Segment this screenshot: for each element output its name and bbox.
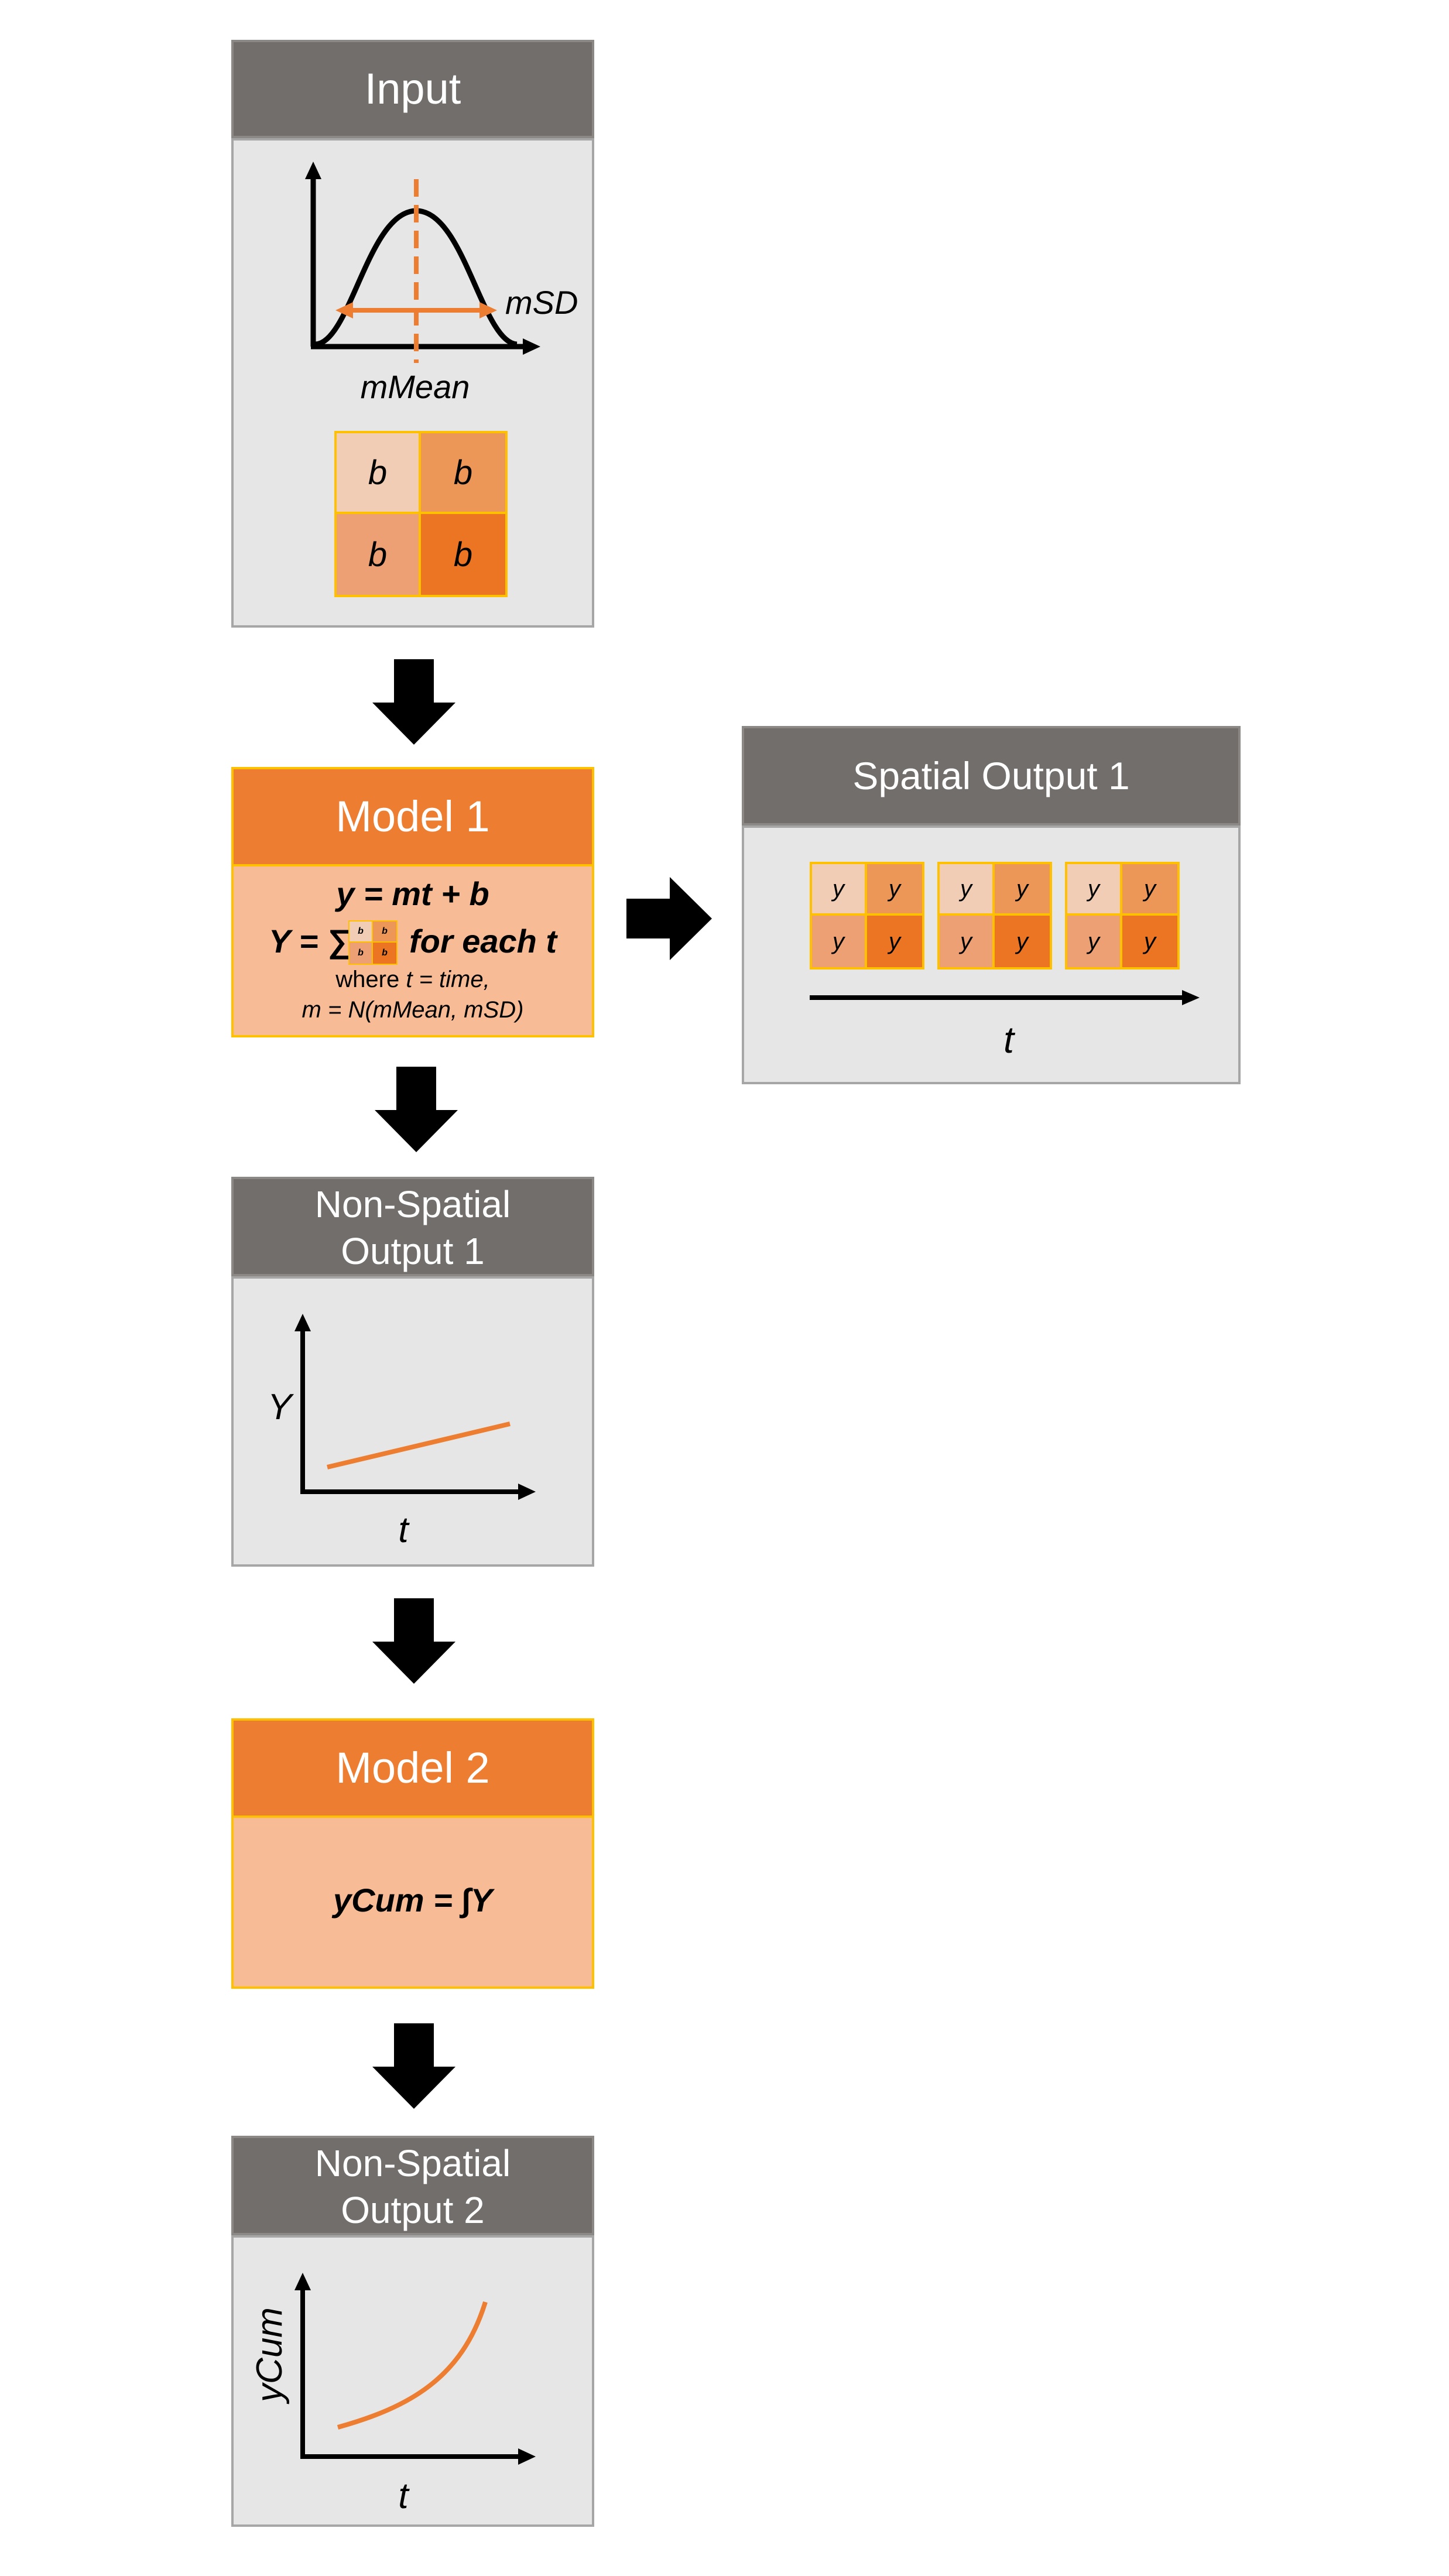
cumulative-plot: yCum t	[249, 2273, 536, 2516]
linear-plot: Y t	[268, 1314, 536, 1550]
mini-grid-cell: b	[372, 941, 398, 965]
grid-cell: b	[334, 512, 421, 597]
grid-cell: b	[419, 431, 508, 514]
grid-cell: y	[937, 913, 995, 970]
x-axis-label: t	[398, 1510, 410, 1550]
grid-cell: y	[865, 913, 924, 970]
y-axis-label: yCum	[249, 2307, 290, 2404]
mini-grid-cell: b	[348, 941, 373, 965]
grid-cell: y	[810, 913, 867, 970]
model1-equation-2: Y = ∑ b b b b for each t	[234, 918, 592, 965]
grid-cell: y	[1065, 862, 1122, 916]
grid-cell: y	[992, 913, 1052, 970]
model2-equation: yCum = ∫Y	[333, 1882, 493, 1919]
nonspatial1-title-line2: Output 1	[341, 1230, 485, 1272]
time-axis: t	[810, 990, 1200, 1061]
model1-title: Model 1	[335, 792, 490, 841]
nonspatial1-header: Non-Spatial Output 1	[231, 1177, 594, 1276]
grid-cell: b	[419, 512, 508, 597]
time-axis-label: t	[1003, 1019, 1015, 1061]
normal-distribution-plot: mSD mMean	[305, 162, 578, 405]
input-header: Input	[231, 40, 594, 138]
linear-series	[327, 1421, 511, 1469]
cumulative-series	[337, 2301, 488, 2430]
spatial1-title: Spatial Output 1	[852, 754, 1130, 797]
model1-header: Model 1	[231, 767, 594, 866]
x-axis-label: t	[398, 2476, 410, 2516]
input-panel: mSD mMean b b b b	[231, 138, 594, 628]
input-title: Input	[364, 64, 461, 113]
spatial-grid-2: y y y y	[937, 862, 1052, 970]
grid-cell: y	[865, 862, 924, 916]
grid-cell: y	[1120, 913, 1180, 970]
model1-equation-1: y = mt + b	[336, 875, 489, 912]
model1-where: where t = time,	[335, 967, 490, 992]
down-arrow-icon	[375, 1067, 458, 1152]
input-grid: b b b b	[334, 431, 508, 597]
nonspatial2-title-line1: Non-Spatial	[314, 2142, 511, 2184]
grid-cell: b	[334, 431, 421, 514]
y-axis-label: Y	[268, 1387, 294, 1427]
model2-header: Model 2	[231, 1718, 594, 1818]
model2-title: Model 2	[335, 1743, 490, 1792]
model2-panel: yCum = ∫Y	[231, 1815, 594, 1989]
down-arrow-icon	[372, 659, 455, 745]
grid-cell: y	[810, 862, 867, 916]
spatial1-panel: y y y y y y y y y y y y t	[742, 825, 1241, 1084]
mean-label: mMean	[361, 368, 470, 405]
down-arrow-icon	[372, 1598, 455, 1684]
spatial-grid-1: y y y y	[810, 862, 924, 970]
model1-panel: y = mt + b Y = ∑ b b b b for each t wher…	[231, 864, 594, 1037]
sd-label: mSD	[505, 284, 578, 321]
spatial-grid-3: y y y y	[1065, 862, 1180, 970]
nonspatial1-title-line1: Non-Spatial	[314, 1183, 511, 1225]
nonspatial2-panel: yCum t	[231, 2235, 594, 2527]
model1-m-definition: m = N(mMean, mSD)	[302, 997, 524, 1023]
right-arrow-icon	[626, 877, 712, 960]
nonspatial1-panel: Y t	[231, 1276, 594, 1567]
grid-cell: y	[992, 862, 1052, 916]
spatial1-header: Spatial Output 1	[742, 726, 1241, 825]
nonspatial2-title-line2: Output 2	[341, 2189, 485, 2231]
mini-grid: b b b b	[348, 920, 398, 965]
nonspatial2-header: Non-Spatial Output 2	[231, 2136, 594, 2235]
down-arrow-icon	[372, 2023, 455, 2109]
